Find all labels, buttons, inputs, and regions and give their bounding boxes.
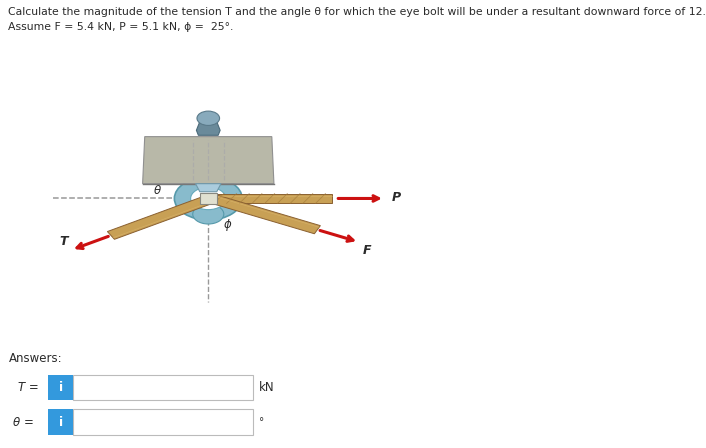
Polygon shape [212,194,332,203]
Text: i: i [59,415,63,429]
Text: θ =: θ = [13,415,34,429]
Text: Answers:: Answers: [8,352,62,365]
Text: ϕ: ϕ [224,217,232,231]
FancyBboxPatch shape [48,409,73,435]
Polygon shape [196,184,221,192]
Polygon shape [209,194,321,234]
Polygon shape [107,194,215,239]
FancyBboxPatch shape [48,375,73,400]
Polygon shape [196,123,220,135]
Polygon shape [143,137,274,184]
Text: °: ° [259,417,264,427]
Text: T =: T = [18,381,38,394]
Circle shape [193,204,224,224]
Text: kN: kN [259,381,275,394]
Text: θ: θ [154,184,161,197]
Circle shape [197,111,220,125]
Polygon shape [200,193,217,204]
Circle shape [174,177,242,220]
FancyBboxPatch shape [73,409,253,435]
Text: T: T [59,235,68,248]
Text: F: F [362,244,371,257]
Text: Assume F = 5.4 kN, P = 5.1 kN, ϕ =  25°.: Assume F = 5.4 kN, P = 5.1 kN, ϕ = 25°. [8,22,234,32]
Text: Calculate the magnitude of the tension T and the angle θ for which the eye bolt : Calculate the magnitude of the tension T… [8,7,706,17]
Text: P: P [392,191,401,204]
Text: i: i [59,381,63,394]
FancyBboxPatch shape [73,375,253,400]
Circle shape [191,187,226,210]
